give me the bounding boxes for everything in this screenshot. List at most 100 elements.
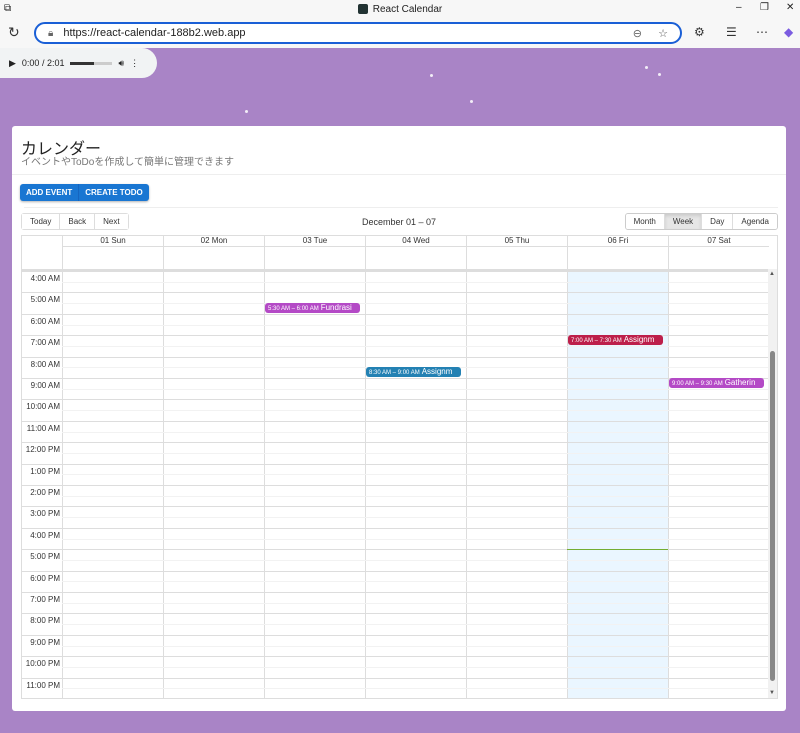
workspaces-icon[interactable]: ⧉ bbox=[4, 3, 12, 14]
day-column[interactable] bbox=[62, 271, 163, 698]
page-title: カレンダー bbox=[21, 141, 102, 158]
time-label: 10:00 PM bbox=[25, 659, 60, 669]
half-hour-line bbox=[62, 559, 769, 561]
half-hour-line bbox=[62, 538, 769, 540]
window-title: React Calendar bbox=[372, 3, 443, 15]
time-slot bbox=[22, 656, 769, 677]
half-hour-line bbox=[62, 666, 769, 668]
time-slot bbox=[22, 570, 769, 592]
event-time: 5:30 AM – 6:00 AM bbox=[268, 306, 319, 313]
audio-progress-slider[interactable] bbox=[70, 61, 113, 65]
add-event-button[interactable]: ADD EVENT bbox=[20, 184, 78, 201]
scrollbar-thumb[interactable] bbox=[770, 351, 775, 681]
all-day-cell[interactable] bbox=[264, 246, 365, 269]
favorites-icon[interactable]: ☰ bbox=[726, 25, 737, 39]
all-day-cell[interactable] bbox=[163, 246, 264, 269]
time-slot bbox=[22, 634, 769, 656]
date-range-label: December 01 – 07 bbox=[361, 217, 437, 227]
current-time-indicator bbox=[567, 549, 668, 551]
time-slot bbox=[22, 292, 769, 313]
scroll-down-icon[interactable]: ▼ bbox=[769, 690, 775, 696]
calendar-event[interactable]: 7:00 AM – 7:30 AM Assignm bbox=[568, 335, 663, 346]
day-column[interactable] bbox=[668, 271, 769, 698]
view-day-button[interactable]: Day bbox=[701, 214, 733, 229]
day-header[interactable]: 05 Thu bbox=[466, 236, 567, 246]
close-icon[interactable]: ✕ bbox=[786, 2, 795, 13]
time-label: 9:00 PM bbox=[30, 637, 60, 647]
time-slot bbox=[22, 677, 769, 698]
back-button[interactable]: Back bbox=[59, 214, 95, 229]
calendar-card: カレンダー イベントやToDoを作成して簡単に管理できます ADD EVENT … bbox=[12, 126, 786, 711]
all-day-cell[interactable] bbox=[365, 246, 466, 269]
time-label: 5:00 AM bbox=[30, 295, 60, 305]
half-hour-line bbox=[62, 410, 769, 412]
event-title: Assignm bbox=[421, 367, 453, 377]
time-label: 4:00 AM bbox=[30, 274, 60, 283]
all-day-cell[interactable] bbox=[62, 246, 163, 269]
day-header[interactable]: 02 Mon bbox=[163, 236, 264, 246]
minimize-icon[interactable]: – bbox=[736, 2, 742, 13]
copilot-icon[interactable]: ◆ bbox=[784, 25, 794, 39]
day-header[interactable]: 07 Sat bbox=[668, 236, 769, 246]
view-week-button[interactable]: Week bbox=[663, 214, 702, 229]
scroll-up-icon[interactable]: ▲ bbox=[769, 271, 775, 277]
view-agenda-button[interactable]: Agenda bbox=[732, 214, 777, 229]
calendar-event[interactable]: 8:30 AM – 9:00 AM Assignm bbox=[366, 367, 461, 378]
more-icon[interactable]: ⋯ bbox=[756, 25, 768, 39]
time-label: 9:00 AM bbox=[30, 381, 60, 390]
scrollbar[interactable]: ▲ ▼ bbox=[768, 269, 777, 698]
day-column[interactable] bbox=[365, 271, 466, 698]
day-column[interactable] bbox=[163, 271, 264, 698]
week-grid: 4:00 AM 5:00 AM 6:00 AM 7:00 AM 8:00 AM 9:00 … bbox=[21, 235, 778, 699]
half-hour-line bbox=[62, 602, 769, 604]
time-label: 8:00 PM bbox=[30, 616, 60, 626]
half-hour-line bbox=[62, 581, 769, 583]
audio-player[interactable]: ▶ 0:00 / 2:01 🔊︎ ⋮ bbox=[0, 48, 157, 78]
time-slot bbox=[22, 463, 769, 485]
day-column[interactable] bbox=[466, 271, 567, 698]
time-slot bbox=[22, 271, 769, 292]
all-day-cell[interactable] bbox=[567, 246, 668, 269]
all-day-cell[interactable] bbox=[466, 246, 567, 269]
half-hour-line bbox=[62, 474, 769, 476]
view-switcher: Month Week Day Agenda bbox=[624, 213, 778, 230]
time-label: 10:00 AM bbox=[26, 402, 60, 412]
star-decoration bbox=[430, 74, 433, 77]
time-label: 11:00 PM bbox=[26, 680, 60, 690]
restore-icon[interactable]: ❐ bbox=[760, 2, 769, 13]
reload-icon[interactable]: ↻ bbox=[8, 24, 20, 40]
day-header[interactable]: 06 Fri bbox=[567, 236, 668, 246]
time-label: 3:00 PM bbox=[30, 509, 60, 519]
calendar-event[interactable]: 9:00 AM – 9:30 AM Gatherin bbox=[669, 378, 764, 388]
star-decoration bbox=[245, 110, 248, 113]
star-decoration bbox=[658, 73, 661, 76]
volume-icon[interactable]: 🔊︎ bbox=[118, 57, 125, 68]
zoom-icon[interactable]: ⊖ bbox=[632, 27, 642, 40]
play-icon[interactable]: ▶ bbox=[9, 57, 16, 68]
event-title: Gatherin bbox=[724, 378, 756, 387]
url-field[interactable]: 🔒︎ https://react-calendar-188b2.web.app … bbox=[34, 22, 682, 44]
time-label: 2:00 PM bbox=[30, 488, 60, 497]
day-header[interactable]: 03 Tue bbox=[264, 236, 365, 246]
view-month-button[interactable]: Month bbox=[625, 214, 664, 229]
half-hour-line bbox=[62, 688, 769, 690]
time-label: 11:00 AM bbox=[26, 423, 60, 433]
all-day-cell[interactable] bbox=[668, 246, 769, 269]
create-todo-button[interactable]: CREATE TODO bbox=[78, 184, 148, 201]
half-hour-line bbox=[62, 303, 769, 305]
day-header[interactable]: 01 Sun bbox=[62, 236, 163, 246]
time-slot bbox=[22, 485, 769, 506]
favorite-star-icon[interactable]: ☆ bbox=[658, 27, 668, 40]
day-column[interactable] bbox=[264, 271, 365, 698]
calendar-event[interactable]: 5:30 AM – 6:00 AM Fundrasi bbox=[265, 303, 360, 314]
navigation-group: Today Back Next bbox=[21, 213, 129, 230]
extensions-icon[interactable]: ⚙ bbox=[694, 25, 705, 39]
next-button[interactable]: Next bbox=[94, 214, 128, 229]
time-slot bbox=[22, 592, 769, 613]
today-button[interactable]: Today bbox=[22, 214, 60, 229]
lock-icon[interactable]: 🔒︎ bbox=[48, 27, 54, 39]
audio-menu-icon[interactable]: ⋮ bbox=[130, 57, 140, 68]
event-time: 8:30 AM – 9:00 AM bbox=[369, 370, 420, 377]
day-header[interactable]: 04 Wed bbox=[365, 236, 466, 246]
time-slot bbox=[22, 442, 769, 463]
